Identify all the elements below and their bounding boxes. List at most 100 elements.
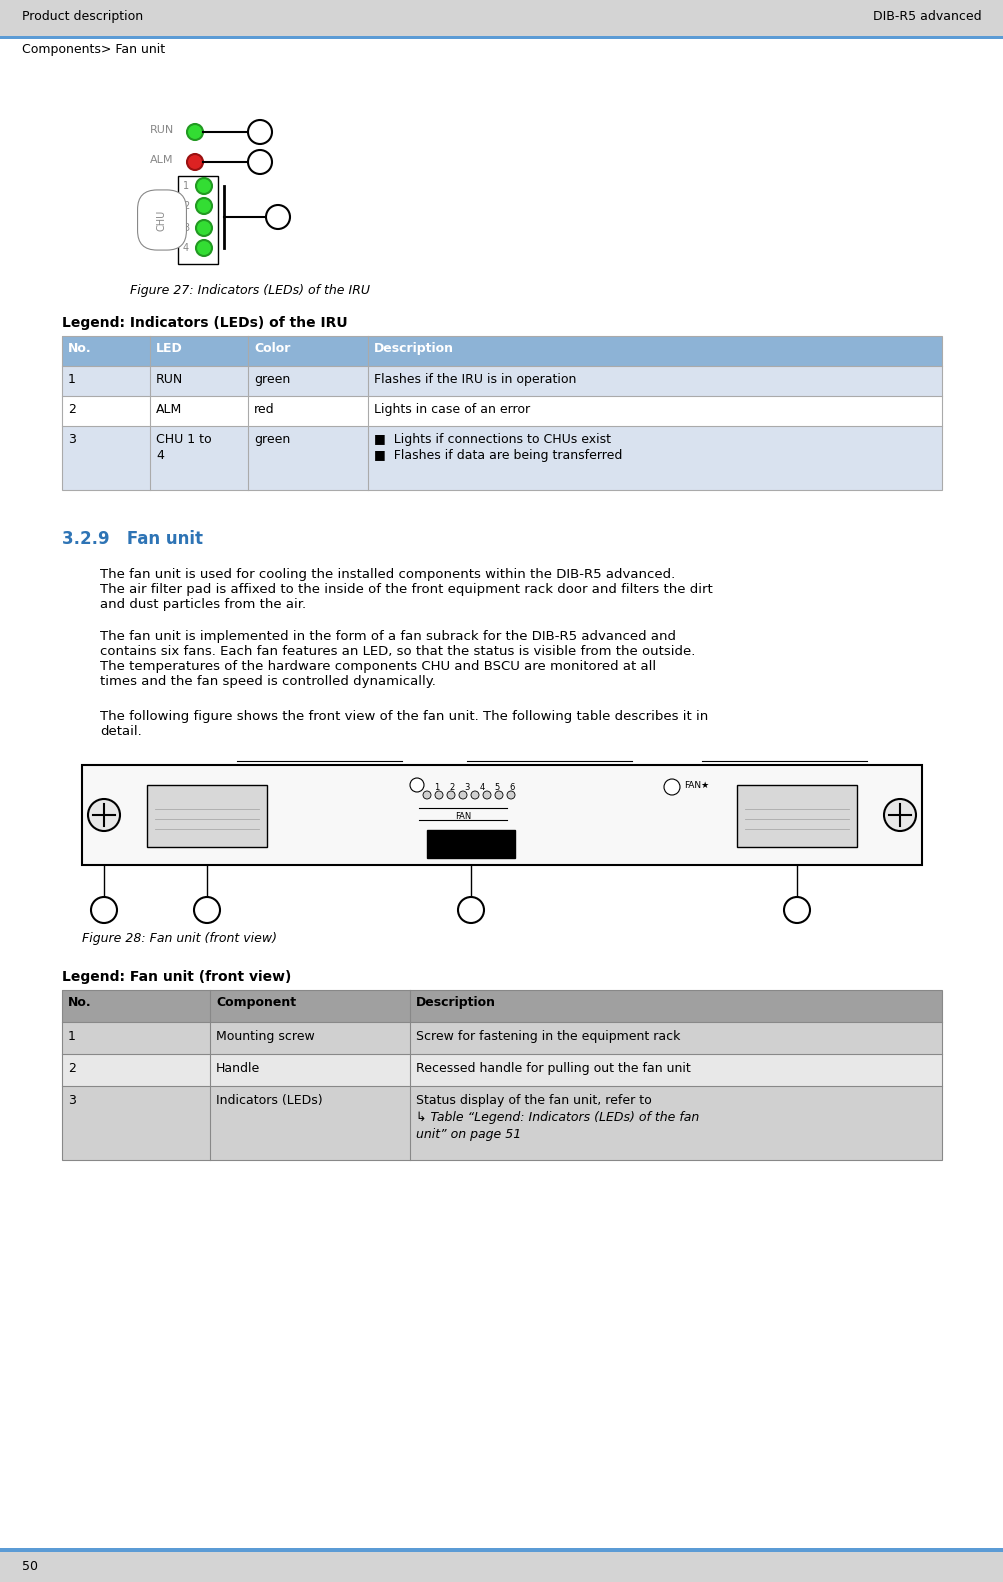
Text: ■  Flashes if data are being transferred: ■ Flashes if data are being transferred bbox=[374, 449, 622, 462]
Circle shape bbox=[663, 778, 679, 796]
Bar bbox=[62, 990, 941, 1022]
Text: LED: LED bbox=[155, 342, 183, 354]
Text: Component: Component bbox=[216, 997, 296, 1009]
Text: 2: 2 bbox=[68, 403, 76, 416]
Text: Description: Description bbox=[374, 342, 453, 354]
Bar bbox=[62, 1054, 941, 1085]
Text: CHU 1 to: CHU 1 to bbox=[155, 433, 212, 446]
Text: The fan unit is implemented in the form of a fan subrack for the DIB-R5 advanced: The fan unit is implemented in the form … bbox=[100, 630, 695, 688]
Bar bbox=[62, 335, 941, 490]
Bar bbox=[62, 335, 941, 365]
Text: Product description: Product description bbox=[22, 9, 143, 24]
Text: RUN: RUN bbox=[155, 373, 184, 386]
Text: FAN: FAN bbox=[454, 812, 470, 821]
Text: Status display of the fan unit, refer to: Status display of the fan unit, refer to bbox=[415, 1095, 651, 1107]
Text: red: red bbox=[254, 403, 275, 416]
Circle shape bbox=[196, 240, 212, 256]
Text: RUN: RUN bbox=[149, 125, 175, 134]
Text: CHU: CHU bbox=[156, 209, 166, 231]
Text: 1: 1 bbox=[434, 783, 439, 793]
Circle shape bbox=[248, 150, 272, 174]
Text: The fan unit is used for cooling the installed components within the DIB-R5 adva: The fan unit is used for cooling the ins… bbox=[100, 568, 712, 611]
Circle shape bbox=[457, 897, 483, 922]
Bar bbox=[0, 1552, 1003, 1582]
Text: 1: 1 bbox=[183, 180, 189, 191]
Text: 3: 3 bbox=[274, 210, 282, 223]
Circle shape bbox=[470, 791, 478, 799]
Text: Legend: Fan unit (front view): Legend: Fan unit (front view) bbox=[62, 970, 291, 984]
Text: The following figure shows the front view of the fan unit. The following table d: The following figure shows the front vie… bbox=[100, 710, 707, 737]
Bar bbox=[0, 0, 1003, 36]
Text: Mounting screw: Mounting screw bbox=[216, 1030, 314, 1043]
Circle shape bbox=[434, 791, 442, 799]
Text: Components> Fan unit: Components> Fan unit bbox=[22, 43, 164, 55]
Text: unit” on page 51: unit” on page 51 bbox=[415, 1128, 521, 1141]
Bar bbox=[146, 785, 267, 846]
Text: 2: 2 bbox=[183, 201, 189, 210]
Text: No.: No. bbox=[68, 342, 91, 354]
Circle shape bbox=[409, 778, 423, 793]
Text: ★: ★ bbox=[412, 778, 419, 785]
Text: Screw for fastening in the equipment rack: Screw for fastening in the equipment rac… bbox=[415, 1030, 680, 1043]
Circle shape bbox=[883, 799, 915, 831]
Text: Description: Description bbox=[415, 997, 495, 1009]
Text: Legend: Indicators (LEDs) of the IRU: Legend: Indicators (LEDs) of the IRU bbox=[62, 316, 347, 331]
Text: 3: 3 bbox=[463, 783, 469, 793]
Text: 3: 3 bbox=[68, 1095, 76, 1107]
Text: Color: Color bbox=[254, 342, 290, 354]
Circle shape bbox=[446, 791, 454, 799]
Text: Recessed handle for pulling out the fan unit: Recessed handle for pulling out the fan … bbox=[415, 1062, 690, 1076]
Text: 3.2.9   Fan unit: 3.2.9 Fan unit bbox=[62, 530, 203, 547]
Circle shape bbox=[196, 198, 212, 214]
Text: FAN★: FAN★ bbox=[683, 782, 708, 789]
Text: 1: 1 bbox=[100, 903, 108, 916]
Bar bbox=[62, 990, 941, 1160]
Text: Handle: Handle bbox=[216, 1062, 260, 1076]
Text: DIB-R5 advanced: DIB-R5 advanced bbox=[873, 9, 981, 24]
Text: green: green bbox=[254, 373, 290, 386]
Text: 2: 2 bbox=[449, 783, 454, 793]
Text: 1: 1 bbox=[68, 1030, 76, 1043]
Bar bbox=[178, 176, 218, 264]
Circle shape bbox=[458, 791, 466, 799]
Text: Flashes if the IRU is in operation: Flashes if the IRU is in operation bbox=[374, 373, 576, 386]
Circle shape bbox=[187, 123, 203, 139]
Text: 4: 4 bbox=[155, 449, 163, 462]
Text: Lights in case of an error: Lights in case of an error bbox=[374, 403, 530, 416]
Bar bbox=[0, 36, 1003, 40]
Text: 1: 1 bbox=[68, 373, 76, 386]
Circle shape bbox=[91, 897, 117, 922]
Text: 2: 2 bbox=[68, 1062, 76, 1076]
Circle shape bbox=[266, 206, 290, 229]
Bar bbox=[82, 766, 921, 865]
Circle shape bbox=[248, 120, 272, 144]
Bar bbox=[0, 1549, 1003, 1552]
Circle shape bbox=[88, 799, 120, 831]
Text: ALM: ALM bbox=[155, 403, 183, 416]
Text: 2: 2 bbox=[792, 903, 800, 916]
Circle shape bbox=[196, 179, 212, 195]
Bar bbox=[62, 1085, 941, 1160]
Circle shape bbox=[783, 897, 809, 922]
Circle shape bbox=[494, 791, 503, 799]
Circle shape bbox=[482, 791, 490, 799]
Text: 4: 4 bbox=[478, 783, 484, 793]
Text: ↳ Table “Legend: Indicators (LEDs) of the fan: ↳ Table “Legend: Indicators (LEDs) of th… bbox=[415, 1111, 698, 1123]
Text: 3: 3 bbox=[466, 903, 474, 916]
Circle shape bbox=[187, 153, 203, 169]
Bar bbox=[62, 426, 941, 490]
Bar bbox=[736, 785, 857, 846]
Circle shape bbox=[507, 791, 515, 799]
Circle shape bbox=[196, 220, 212, 236]
Text: 1: 1 bbox=[256, 125, 264, 139]
Text: ALM: ALM bbox=[149, 155, 174, 165]
Text: 50: 50 bbox=[22, 1560, 38, 1573]
Circle shape bbox=[194, 897, 220, 922]
Bar bbox=[62, 365, 941, 396]
Bar bbox=[62, 396, 941, 426]
Circle shape bbox=[422, 791, 430, 799]
Text: Figure 27: Indicators (LEDs) of the IRU: Figure 27: Indicators (LEDs) of the IRU bbox=[129, 285, 370, 297]
Text: Figure 28: Fan unit (front view): Figure 28: Fan unit (front view) bbox=[82, 932, 277, 944]
Text: 5: 5 bbox=[493, 783, 499, 793]
Text: green: green bbox=[254, 433, 290, 446]
